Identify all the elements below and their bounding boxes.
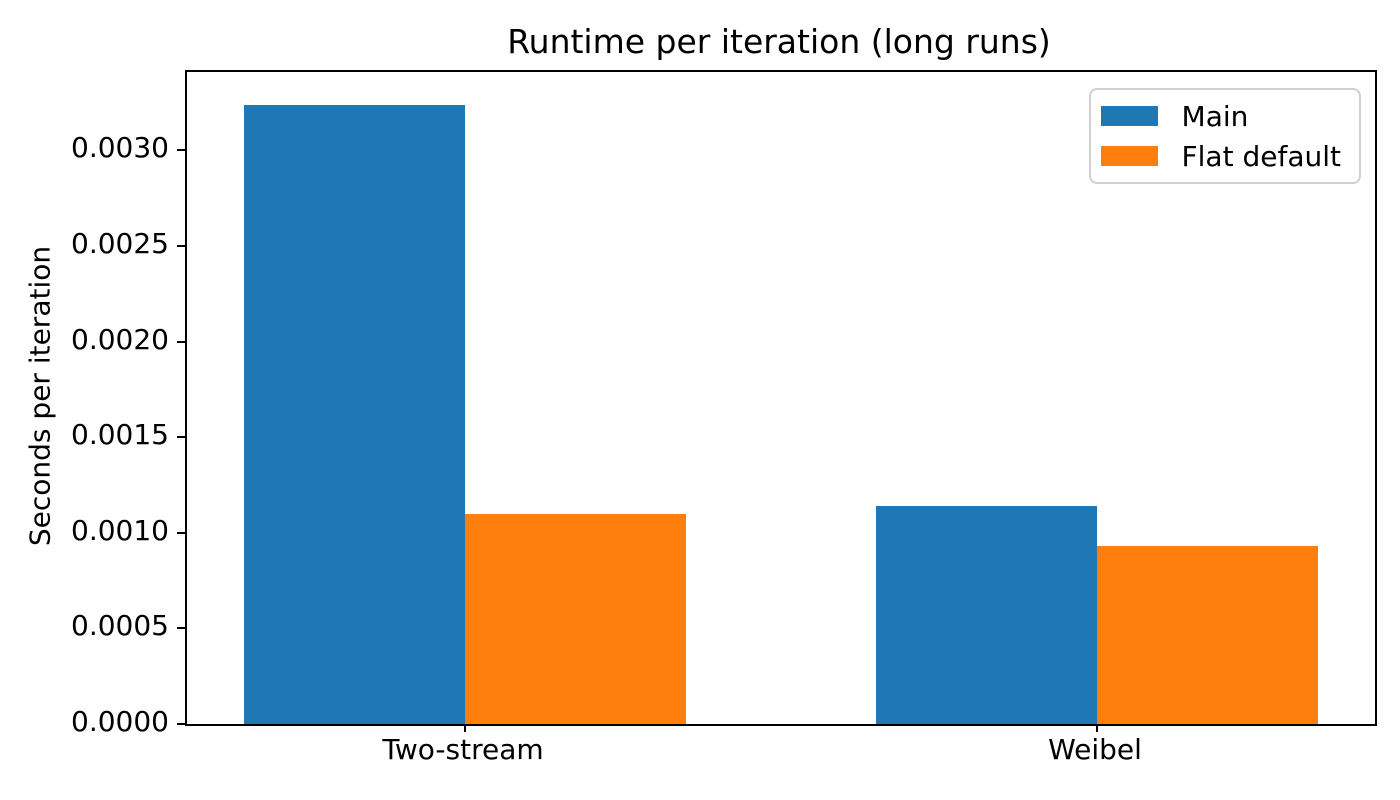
y-tick-label: 0.0030 bbox=[71, 131, 169, 165]
bar-flat-default-weibel bbox=[1097, 546, 1319, 724]
y-tick-mark bbox=[177, 531, 185, 534]
chart-title: Runtime per iteration (long runs) bbox=[507, 22, 1051, 61]
legend-swatch-main bbox=[1100, 106, 1158, 126]
y-tick-label: 0.0020 bbox=[71, 322, 169, 356]
bar-flat-default-two-stream bbox=[465, 513, 687, 724]
legend-item-main: Main bbox=[1100, 99, 1341, 133]
y-tick-mark bbox=[177, 723, 185, 725]
y-tick-mark bbox=[177, 149, 185, 152]
y-tick-label: 0.0005 bbox=[71, 609, 169, 643]
legend-swatch-flat-default bbox=[1100, 146, 1158, 166]
legend: Main Flat default bbox=[1088, 88, 1361, 184]
y-tick-label: 0.0010 bbox=[71, 513, 169, 547]
legend-item-flat-default: Flat default bbox=[1100, 139, 1341, 173]
x-tick-label-weibel: Weibel bbox=[1048, 733, 1142, 766]
y-tick-label: 0.0000 bbox=[71, 705, 169, 738]
y-tick-mark bbox=[177, 340, 185, 343]
legend-label: Flat default bbox=[1181, 139, 1341, 173]
x-tick-label-two-stream: Two-stream bbox=[382, 733, 544, 766]
legend-label: Main bbox=[1181, 99, 1249, 133]
y-tick-label: 0.0015 bbox=[71, 418, 169, 452]
plot-area: Main Flat default bbox=[177, 70, 1377, 732]
y-tick-mark bbox=[177, 627, 185, 630]
y-axis-label-text: Seconds per iteration bbox=[23, 245, 57, 547]
y-tick-label: 0.0025 bbox=[71, 227, 169, 260]
x-tick-mark bbox=[1096, 724, 1098, 732]
bar-main-weibel bbox=[875, 506, 1097, 724]
y-tick-mark bbox=[177, 245, 185, 247]
bar-main-two-stream bbox=[243, 104, 466, 724]
y-tick-mark bbox=[177, 436, 185, 439]
x-tick-mark bbox=[464, 724, 466, 732]
